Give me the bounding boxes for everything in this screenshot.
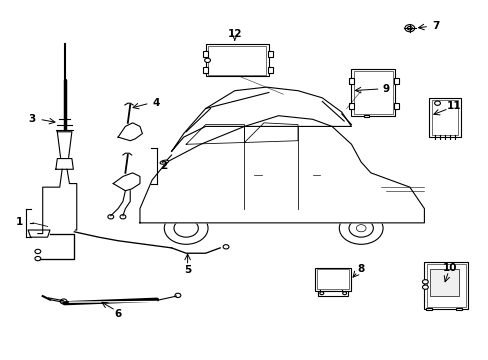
Polygon shape bbox=[28, 230, 50, 237]
Bar bbox=[393, 103, 398, 109]
Polygon shape bbox=[171, 87, 351, 152]
Bar bbox=[429, 269, 458, 296]
Circle shape bbox=[319, 292, 323, 295]
Text: 6: 6 bbox=[114, 309, 122, 319]
Bar bbox=[348, 78, 353, 84]
Circle shape bbox=[164, 212, 207, 244]
Circle shape bbox=[422, 285, 427, 289]
Circle shape bbox=[175, 293, 181, 297]
Circle shape bbox=[422, 280, 427, 284]
Circle shape bbox=[60, 299, 67, 304]
Bar bbox=[424, 262, 467, 309]
Polygon shape bbox=[56, 158, 73, 169]
Text: 2: 2 bbox=[160, 161, 167, 171]
Circle shape bbox=[204, 58, 210, 63]
Bar bbox=[431, 100, 458, 135]
Circle shape bbox=[356, 225, 366, 232]
Bar bbox=[393, 78, 398, 84]
Bar bbox=[455, 307, 461, 310]
Text: 8: 8 bbox=[357, 264, 364, 274]
Bar bbox=[203, 51, 207, 57]
Circle shape bbox=[404, 24, 414, 32]
Bar bbox=[207, 46, 266, 75]
Text: 10: 10 bbox=[442, 263, 456, 273]
Text: 11: 11 bbox=[446, 101, 460, 111]
Bar bbox=[318, 291, 347, 296]
Bar bbox=[426, 264, 465, 307]
Polygon shape bbox=[57, 132, 72, 158]
Bar bbox=[363, 114, 369, 117]
Bar bbox=[205, 44, 268, 76]
Bar bbox=[348, 103, 353, 109]
Text: 3: 3 bbox=[28, 114, 35, 124]
Text: 7: 7 bbox=[431, 21, 438, 31]
Circle shape bbox=[348, 219, 372, 237]
Ellipse shape bbox=[160, 160, 168, 164]
Bar bbox=[428, 98, 460, 137]
Bar bbox=[203, 67, 207, 73]
Polygon shape bbox=[118, 123, 142, 141]
Text: 12: 12 bbox=[227, 28, 242, 39]
Circle shape bbox=[223, 245, 228, 249]
Bar bbox=[317, 269, 348, 289]
Circle shape bbox=[434, 101, 440, 105]
Circle shape bbox=[120, 215, 125, 219]
Bar bbox=[353, 71, 392, 114]
Bar bbox=[425, 307, 431, 310]
Polygon shape bbox=[140, 116, 424, 223]
Circle shape bbox=[35, 256, 41, 261]
Circle shape bbox=[108, 215, 114, 219]
Text: 4: 4 bbox=[152, 98, 160, 108]
Circle shape bbox=[174, 219, 198, 237]
Bar bbox=[351, 69, 394, 116]
Text: 1: 1 bbox=[16, 217, 23, 227]
Bar bbox=[267, 67, 272, 73]
Polygon shape bbox=[113, 173, 140, 191]
Text: 5: 5 bbox=[183, 265, 191, 275]
Circle shape bbox=[35, 249, 41, 253]
Circle shape bbox=[342, 292, 346, 295]
Circle shape bbox=[339, 212, 382, 244]
Bar bbox=[267, 51, 272, 57]
Bar bbox=[314, 267, 351, 291]
Text: 9: 9 bbox=[382, 84, 389, 94]
Circle shape bbox=[407, 26, 411, 30]
